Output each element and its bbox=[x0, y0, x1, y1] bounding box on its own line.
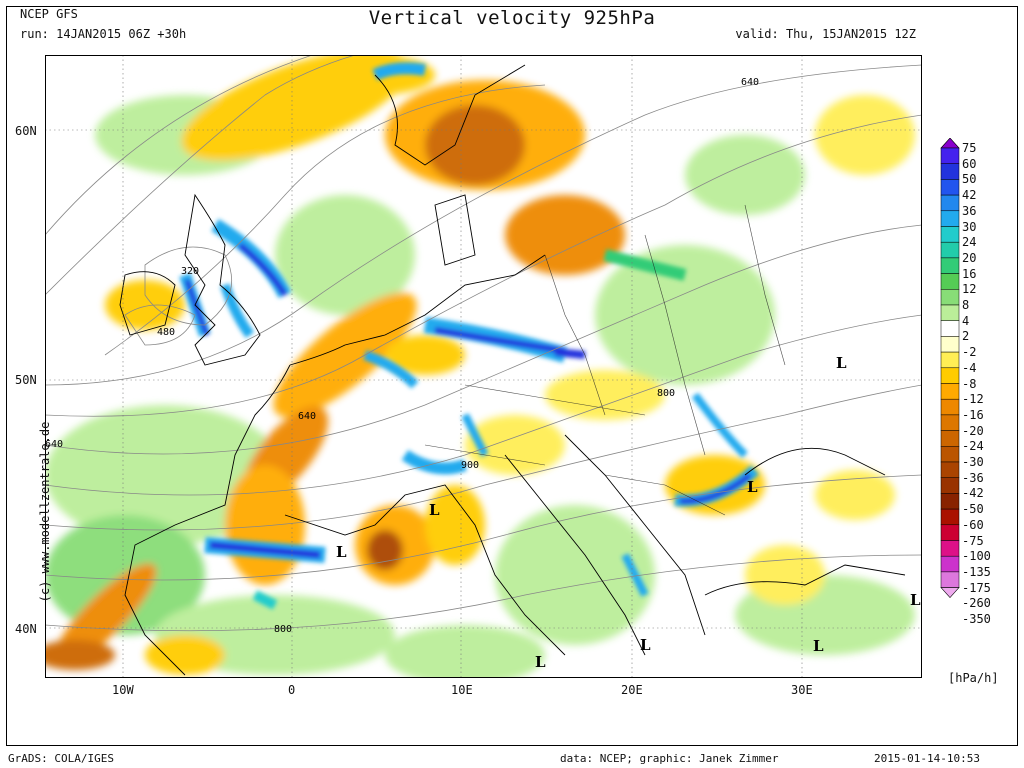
colorbar-swatch bbox=[940, 571, 960, 588]
colorbar-level-label: 42 bbox=[962, 188, 977, 203]
valid-time: valid: Thu, 15JAN2015 12Z bbox=[735, 27, 916, 41]
footer-center: data: NCEP; graphic: Janek Zimmer bbox=[560, 752, 779, 765]
colorbar-level-label: -2 bbox=[962, 345, 977, 360]
colorbar-swatch bbox=[940, 430, 960, 447]
footer-right: 2015-01-14-10:53 bbox=[874, 752, 980, 765]
colorbar-level-label: 50 bbox=[962, 172, 977, 187]
colorbar-swatch bbox=[940, 194, 960, 212]
colorbar-level-label: 16 bbox=[962, 266, 977, 281]
lon-label: 10E bbox=[451, 683, 473, 697]
colorbar-level-label: 36 bbox=[962, 203, 977, 218]
lat-label: 40N bbox=[15, 622, 37, 636]
colorbar-level-label: 60 bbox=[962, 156, 977, 171]
colorbar-level-label: 4 bbox=[962, 313, 970, 328]
colorbar-unit: [hPa/h] bbox=[948, 671, 999, 685]
colorbar-swatch bbox=[940, 477, 960, 494]
colorbar-swatch bbox=[940, 179, 960, 196]
colorbar-level-label: 20 bbox=[962, 250, 977, 265]
colorbar-swatch bbox=[940, 273, 960, 290]
model-name: NCEP GFS bbox=[20, 7, 78, 21]
colorbar-swatch bbox=[940, 304, 960, 321]
contour-label: 900 bbox=[461, 460, 479, 471]
colorbar-top-arrow bbox=[940, 138, 960, 149]
colorbar-swatch bbox=[940, 147, 960, 164]
lon-label: 0 bbox=[288, 683, 296, 697]
colorbar-level-label: -135 bbox=[962, 564, 991, 579]
colorbar-swatch bbox=[940, 210, 960, 227]
low-pressure-marker: L bbox=[429, 501, 440, 519]
contour-label: 640 bbox=[298, 411, 316, 422]
colorbar-level-label: -8 bbox=[962, 376, 977, 391]
colorbar-level-label: -60 bbox=[962, 517, 984, 532]
colorbar-level-label: 12 bbox=[962, 282, 977, 297]
colorbar-swatch bbox=[940, 493, 960, 510]
colorbar-swatch bbox=[940, 524, 960, 541]
low-pressure-marker: L bbox=[336, 543, 347, 561]
colorbar-level-label: -30 bbox=[962, 455, 984, 469]
colorbar-level-label: -175 bbox=[962, 580, 991, 595]
colorbar-level-label: -20 bbox=[962, 423, 984, 438]
colorbar-swatch bbox=[940, 508, 960, 526]
contour-label: 640 bbox=[741, 77, 759, 88]
colorbar-swatch bbox=[940, 367, 960, 384]
colorbar bbox=[940, 138, 960, 599]
colorbar-swatch bbox=[940, 320, 960, 337]
colorbar-level-label: -260 bbox=[962, 596, 991, 611]
colorbar-swatch bbox=[940, 461, 960, 478]
low-pressure-marker: L bbox=[535, 653, 546, 671]
copyright-label: (c) www.modellzentrale.de bbox=[38, 421, 52, 603]
colorbar-swatch bbox=[940, 226, 960, 243]
colorbar-level-label: -42 bbox=[962, 486, 984, 501]
colorbar-bottom-arrow bbox=[940, 587, 960, 599]
colorbar-swatch bbox=[940, 446, 960, 463]
low-pressure-marker: L bbox=[747, 478, 758, 496]
colorbar-level-label: -12 bbox=[962, 392, 984, 407]
figure-frame bbox=[6, 6, 1018, 746]
contour-label: 480 bbox=[157, 327, 175, 338]
colorbar-swatch bbox=[940, 383, 960, 400]
contour-label: 800 bbox=[274, 624, 292, 635]
lon-label: 30E bbox=[791, 683, 813, 697]
low-pressure-marker: L bbox=[813, 637, 824, 655]
colorbar-level-label: -75 bbox=[962, 533, 984, 548]
colorbar-swatch bbox=[940, 336, 960, 353]
contour-label: 640 bbox=[45, 439, 63, 450]
colorbar-level-label: -100 bbox=[962, 549, 991, 564]
vertical-velocity-map: 640 320 480 640 640 800 800 900 L L L L … bbox=[45, 55, 922, 678]
lon-label: 10W bbox=[112, 683, 134, 697]
colorbar-level-label: -4 bbox=[962, 360, 977, 375]
colorbar-level-label: 24 bbox=[962, 235, 977, 250]
lat-label: 50N bbox=[15, 373, 37, 387]
colorbar-level-label: -36 bbox=[962, 470, 984, 485]
lat-label: 60N bbox=[15, 124, 37, 138]
colorbar-swatch bbox=[940, 257, 960, 274]
lon-label: 20E bbox=[621, 683, 643, 697]
colorbar-level-label: -50 bbox=[962, 502, 984, 517]
colorbar-swatch bbox=[940, 540, 960, 557]
low-pressure-marker: L bbox=[910, 591, 921, 609]
colorbar-level-label: 8 bbox=[962, 298, 970, 312]
colorbar-swatch bbox=[940, 289, 960, 306]
colorbar-level-label: -16 bbox=[962, 407, 984, 422]
low-pressure-marker: L bbox=[640, 636, 651, 654]
colorbar-swatch bbox=[940, 351, 960, 369]
colorbar-swatch bbox=[940, 241, 960, 259]
colorbar-level-label: 30 bbox=[962, 219, 977, 234]
colorbar-swatch bbox=[940, 398, 960, 416]
run-info: run: 14JAN2015 06Z +30h bbox=[20, 27, 187, 41]
map-title: Vertical velocity 925hPa bbox=[368, 7, 656, 29]
colorbar-level-label: -350 bbox=[962, 612, 991, 626]
contour-label: 320 bbox=[181, 266, 199, 277]
colorbar-level-label: -24 bbox=[962, 439, 984, 454]
colorbar-swatch bbox=[940, 163, 960, 180]
colorbar-level-label: 75 bbox=[962, 141, 977, 155]
colorbar-swatch bbox=[940, 555, 960, 573]
colorbar-level-label: 2 bbox=[962, 329, 970, 344]
contour-label: 800 bbox=[657, 388, 675, 399]
low-pressure-marker: L bbox=[836, 354, 847, 372]
footer-left: GrADS: COLA/IGES bbox=[8, 752, 114, 765]
colorbar-swatch bbox=[940, 414, 960, 431]
